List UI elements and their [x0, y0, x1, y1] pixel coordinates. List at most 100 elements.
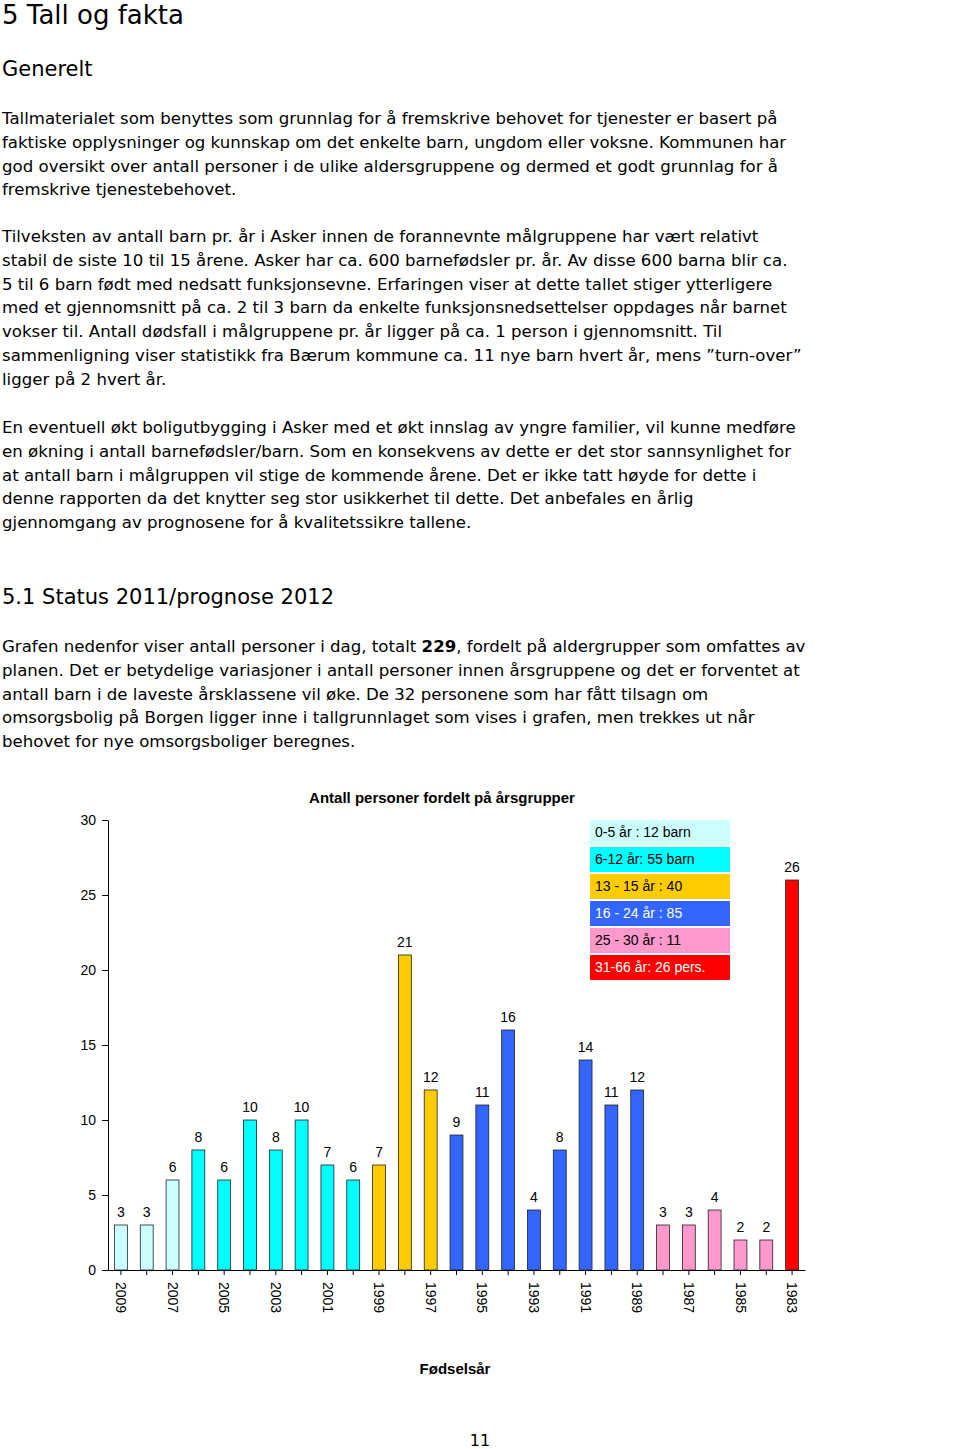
tick-label: 30 — [80, 812, 96, 828]
legend-swatch — [590, 901, 730, 926]
bar — [321, 1165, 334, 1270]
tick: 0 — [88, 1262, 108, 1278]
tick-label: 25 — [80, 887, 96, 903]
paragraph-line: en økning i antall barnefødsler/barn. So… — [2, 442, 791, 461]
data-label: 3 — [659, 1204, 667, 1220]
tick-label: 1995 — [474, 1282, 490, 1313]
tick: 15 — [80, 1037, 108, 1053]
bar — [760, 1240, 773, 1270]
bar — [708, 1210, 721, 1270]
tick-label: 15 — [80, 1037, 96, 1053]
tick: 1997 — [423, 1270, 439, 1313]
paragraph-line: med et gjennomsnitt på ca. 2 til 3 barn … — [2, 298, 787, 317]
bar — [579, 1060, 592, 1270]
tick-label: 1991 — [578, 1282, 594, 1313]
tick-label: 1985 — [733, 1282, 749, 1313]
tick: 5 — [88, 1187, 108, 1203]
tick-mark — [585, 1270, 586, 1275]
tick — [198, 1270, 199, 1275]
data-label: 11 — [604, 1084, 619, 1100]
tick-label: 2007 — [165, 1282, 181, 1313]
bar — [605, 1105, 618, 1270]
paragraph-line: behovet for nye omsorgsboliger beregnes. — [2, 732, 355, 751]
data-label: 8 — [556, 1129, 564, 1145]
tick-mark — [404, 1270, 405, 1275]
data-label: 9 — [453, 1114, 461, 1130]
tick-label: 1997 — [423, 1282, 439, 1313]
data-label: 12 — [629, 1069, 645, 1085]
legend-label: 31-66 år: 26 pers. — [595, 959, 706, 975]
tick-mark — [275, 1270, 276, 1275]
paragraph-line: fremskrive tjenestebehovet. — [2, 180, 236, 199]
data-label: 8 — [272, 1129, 280, 1145]
bar — [450, 1135, 463, 1270]
data-label: 6 — [349, 1159, 357, 1175]
tick: 2009 — [113, 1270, 129, 1313]
bar — [218, 1180, 231, 1270]
bar — [476, 1105, 489, 1270]
bar — [140, 1225, 153, 1270]
tick: 2007 — [165, 1270, 181, 1313]
tick: 1991 — [578, 1270, 594, 1313]
legend-swatch — [590, 928, 730, 953]
bar — [786, 880, 799, 1270]
paragraph-line: antall barn i de laveste årsklassene vil… — [2, 685, 708, 704]
data-label: 21 — [397, 934, 413, 950]
bar — [657, 1225, 670, 1270]
tick-mark — [224, 1270, 225, 1275]
paragraph-line: En eventuell økt boligutbygging i Asker … — [2, 418, 796, 437]
chart-title: Antall personer fordelt på årsgrupper — [309, 789, 575, 806]
tick — [663, 1270, 664, 1275]
data-label: 8 — [194, 1129, 202, 1145]
tick: 30 — [80, 812, 108, 828]
bar — [373, 1165, 386, 1270]
legend-label: 6-12 år: 55 barn — [595, 851, 695, 867]
tick-mark — [559, 1270, 560, 1275]
tick — [301, 1270, 302, 1275]
tick-mark — [611, 1270, 612, 1275]
tick-mark — [120, 1270, 121, 1275]
paragraph-line: sammenligning viser statistikk fra Bærum… — [2, 346, 802, 365]
subheading: Generelt — [2, 57, 93, 81]
tick-mark — [102, 970, 108, 971]
paragraph-line: planen. Det er betydelige variasjoner i … — [2, 661, 800, 680]
tick-mark — [102, 1270, 108, 1271]
tick-mark — [102, 1195, 108, 1196]
tick-label: 10 — [80, 1112, 96, 1128]
paragraph-line: vokser til. Antall dødsfall i målgruppen… — [2, 322, 722, 341]
tick — [456, 1270, 457, 1275]
tick — [508, 1270, 509, 1275]
paragraph-line: 5 til 6 barn født med nedsatt funksjonse… — [2, 275, 772, 294]
tick — [146, 1270, 147, 1275]
bar — [424, 1090, 437, 1270]
tick-label: 1989 — [629, 1282, 645, 1313]
tick-label: 2003 — [268, 1282, 284, 1313]
tick-label: 1993 — [526, 1282, 542, 1313]
legend-label: 0-5 år : 12 barn — [595, 824, 691, 840]
paragraph-line: omsorgsbolig på Borgen ligger inne i tal… — [2, 708, 755, 727]
x-axis-title: Fødselsår — [420, 1360, 491, 1377]
data-label: 10 — [242, 1099, 258, 1115]
axis-line — [108, 821, 109, 1271]
tick — [353, 1270, 354, 1275]
text-run: 229 — [422, 637, 457, 656]
tick-mark — [249, 1270, 250, 1275]
paragraph-line: stabil de siste 10 til 15 årene. Asker h… — [2, 251, 787, 270]
bar — [114, 1225, 127, 1270]
page-number: 11 — [470, 1431, 490, 1449]
data-label: 7 — [375, 1144, 383, 1160]
tick-mark — [740, 1270, 741, 1275]
text-run: Grafen nedenfor viser antall personer i … — [2, 637, 422, 656]
paragraph-line: god oversikt over antall personer i de u… — [2, 157, 778, 176]
tick-label: 1999 — [371, 1282, 387, 1313]
tick-label: 2001 — [320, 1282, 336, 1313]
tick-mark — [198, 1270, 199, 1275]
data-label: 26 — [784, 859, 800, 875]
data-labels: 3368610810767211291116481411123342226 — [117, 859, 800, 1235]
tick: 1993 — [526, 1270, 542, 1313]
legend-label: 13 - 15 år : 40 — [595, 878, 682, 894]
tick: 10 — [80, 1112, 108, 1128]
data-label: 6 — [169, 1159, 177, 1175]
tick — [559, 1270, 560, 1275]
data-label: 7 — [324, 1144, 332, 1160]
